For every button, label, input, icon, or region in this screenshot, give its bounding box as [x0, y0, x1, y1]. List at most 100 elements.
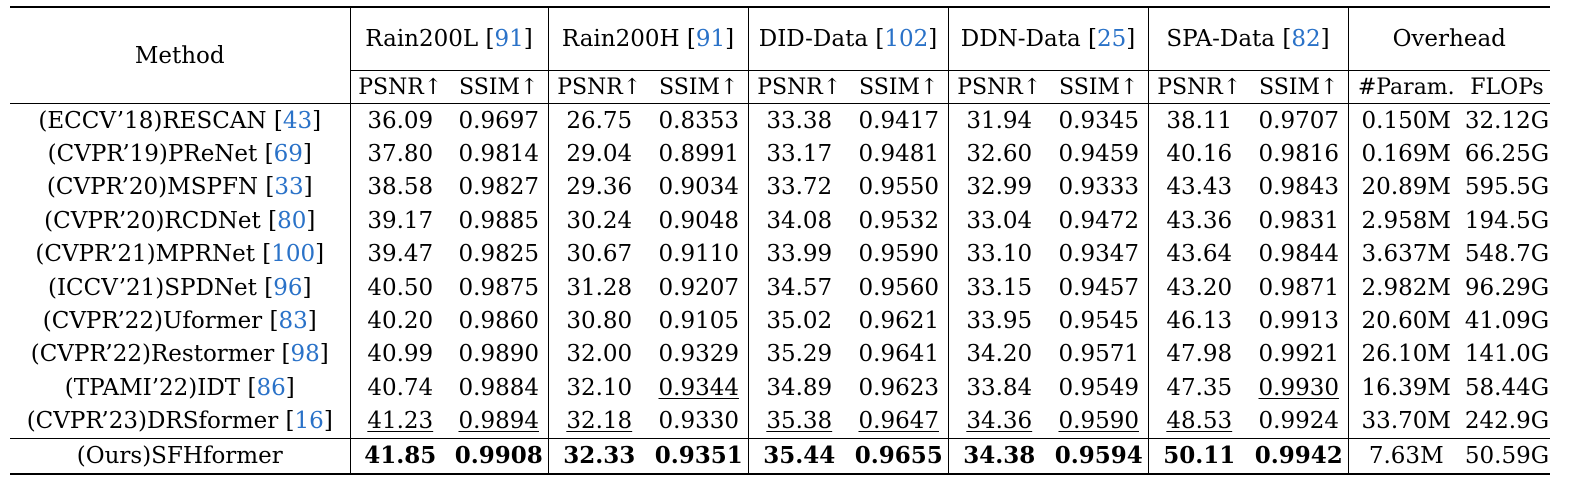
- param-value: 20.89M: [1347, 170, 1464, 205]
- ssim-value: 0.8991: [658, 141, 739, 168]
- ssim-value: 0.9816: [1258, 141, 1339, 168]
- psnr-value: 38.58: [349, 170, 450, 205]
- psnr-value: 29.04: [547, 137, 650, 171]
- table-row: (CVPR’22)Restormer [98] 40.99 0.9890 32.00 0…: [10, 337, 1550, 372]
- method-cell: (ECCV’18)RESCAN [43]: [10, 103, 350, 138]
- flops-value: 96.29G: [1464, 274, 1550, 301]
- ssim-value: 0.9844: [1258, 241, 1339, 268]
- ssim-value: 0.9623: [858, 374, 939, 401]
- ssim-value: 0.9347: [1058, 241, 1139, 268]
- dataset-header-rain200l: Rain200L [91]: [349, 6, 548, 71]
- ssim-value: 0.9647: [858, 408, 939, 435]
- ssim-value: 0.9825: [458, 241, 539, 268]
- psnr-value: 30.67: [547, 237, 650, 271]
- param-value: 16.39M: [1347, 371, 1464, 405]
- psnr-value: 40.74: [349, 371, 450, 405]
- ssim-value: 0.9814: [458, 141, 539, 168]
- ssim-value: 0.9549: [1058, 374, 1139, 401]
- table-row: (CVPR’21)MPRNet [100] 39.47 0.9825 30.67 0.9…: [10, 237, 1550, 271]
- psnr-value: 31.28: [547, 270, 650, 305]
- ssim-value: 0.9621: [858, 308, 939, 335]
- table-row: (CVPR’23)DRSformer [16] 41.23 0.9894 32.18 0…: [10, 404, 1550, 439]
- ssim-value: 0.9590: [858, 241, 939, 268]
- table-row: (CVPR’19)PReNet [69] 37.80 0.9814 29.04 0.89…: [10, 137, 1550, 171]
- flops-value: 41.09G: [1464, 308, 1550, 335]
- table-row: (CVPR’20)RCDNet [80] 39.17 0.9885 30.24 0.90…: [10, 204, 1550, 238]
- param-value: 0.169M: [1347, 137, 1464, 171]
- ssim-value: 0.9457: [1058, 274, 1139, 301]
- psnr-value: 32.33: [547, 437, 650, 475]
- psnr-value: 33.04: [947, 204, 1050, 238]
- dataset-header-ddn: DDN-Data [25]: [947, 6, 1148, 71]
- metric-ssim: SSIM↑: [850, 70, 948, 104]
- header-row: Method Rain200L [91] Rain200H [91] DID-D…: [10, 6, 1550, 104]
- ssim-value: 0.9207: [658, 274, 739, 301]
- flops-value: 58.44G: [1464, 374, 1550, 401]
- ssim-value: 0.9550: [858, 174, 939, 201]
- ssim-value: 0.9417: [850, 103, 948, 138]
- ssim-value: 0.9871: [1258, 274, 1339, 301]
- dataset-header-spa: SPA-Data [82]: [1147, 6, 1348, 71]
- psnr-value: 33.99: [747, 237, 850, 271]
- param-value: 7.63M: [1347, 437, 1464, 475]
- psnr-value: 32.00: [547, 337, 650, 372]
- table-row: (ECCV’18)RESCAN [43] 36.09 0.9697 26.75 0.83…: [10, 103, 1550, 138]
- ssim-value: 0.9110: [658, 241, 739, 268]
- metric-psnr: PSNR↑: [1147, 70, 1250, 104]
- ssim-value: 0.9048: [658, 207, 739, 234]
- table-row-ours: (Ours)SFHformer 41.85 0.9908 32.33 0.9351 35.…: [10, 437, 1550, 475]
- param-value: 26.10M: [1347, 337, 1464, 372]
- psnr-value: 33.38: [747, 103, 850, 138]
- psnr-value: 41.85: [349, 437, 450, 475]
- psnr-value: 46.13: [1147, 304, 1250, 338]
- psnr-value: 35.29: [747, 337, 850, 372]
- ssim-value: 0.9105: [658, 308, 739, 335]
- flops-value: 50.59G: [1464, 437, 1550, 475]
- psnr-value: 34.08: [747, 204, 850, 238]
- psnr-value: 35.44: [747, 437, 850, 475]
- psnr-value: 35.38: [747, 404, 850, 439]
- metric-psnr: PSNR↑: [547, 70, 650, 104]
- psnr-value: 31.94: [947, 103, 1050, 138]
- ssim-value: 0.9930: [1258, 374, 1339, 401]
- param-value: 33.70M: [1347, 404, 1464, 439]
- metric-ssim: SSIM↑: [1250, 70, 1348, 104]
- ssim-value: 0.9329: [658, 341, 739, 368]
- metric-param: #Param.: [1347, 70, 1464, 104]
- ssim-value: 0.9034: [658, 174, 739, 201]
- psnr-value: 33.95: [947, 304, 1050, 338]
- ssim-value: 0.9831: [1258, 207, 1339, 234]
- psnr-value: 35.02: [747, 304, 850, 338]
- psnr-value: 34.89: [747, 371, 850, 405]
- ssim-value: 0.9590: [1058, 408, 1139, 435]
- psnr-value: 43.20: [1147, 270, 1250, 305]
- psnr-value: 38.11: [1147, 103, 1250, 138]
- method-cell: (CVPR’22)Uformer [83]: [42, 308, 317, 335]
- ssim-value: 0.9545: [1058, 308, 1139, 335]
- dataset-header-rain200h: Rain200H [91]: [547, 6, 748, 71]
- metric-psnr: PSNR↑: [747, 70, 850, 104]
- psnr-value: 30.80: [547, 304, 650, 338]
- method-cell: (CVPR’19)PReNet [69]: [47, 141, 312, 168]
- psnr-value: 26.75: [547, 103, 650, 138]
- psnr-value: 43.36: [1147, 204, 1250, 238]
- flops-value: 141.0G: [1464, 341, 1550, 368]
- ssim-value: 0.9351: [650, 437, 748, 475]
- table-body: (ECCV’18)RESCAN [43] 36.09 0.9697 26.75 0.83…: [10, 103, 1550, 475]
- ssim-value: 0.9908: [450, 437, 548, 475]
- psnr-value: 37.80: [349, 137, 450, 171]
- method-cell: (CVPR’22)Restormer [98]: [30, 341, 329, 368]
- metric-flops: FLOPs: [1464, 70, 1550, 104]
- psnr-value: 41.23: [349, 404, 450, 439]
- psnr-value: 34.20: [947, 337, 1050, 372]
- method-cell: (TPAMI’22)IDT [86]: [64, 374, 295, 401]
- ssim-value: 0.9921: [1258, 341, 1339, 368]
- ssim-value: 0.9885: [458, 207, 539, 234]
- table-row: (TPAMI’22)IDT [86] 40.74 0.9884 32.10 0.9344…: [10, 371, 1550, 405]
- ssim-value: 0.9884: [458, 374, 539, 401]
- psnr-value: 34.38: [947, 437, 1050, 475]
- flops-value: 66.25G: [1464, 141, 1550, 168]
- ssim-value: 0.9875: [458, 274, 539, 301]
- psnr-value: 43.64: [1147, 237, 1250, 271]
- psnr-value: 36.09: [349, 103, 450, 138]
